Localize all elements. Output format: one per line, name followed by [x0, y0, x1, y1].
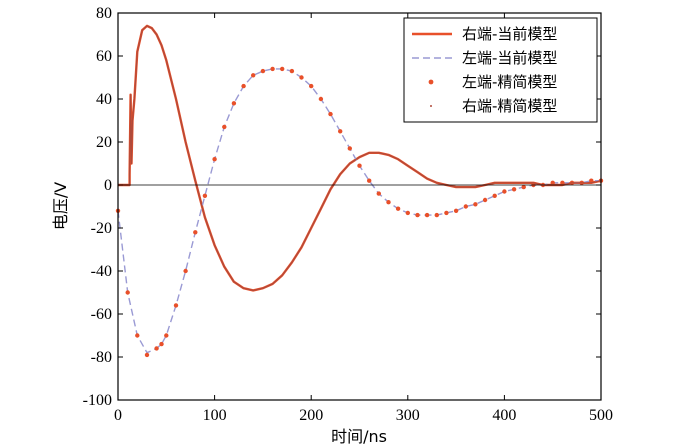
legend-entry: 左端-精简模型	[428, 73, 557, 91]
series-3-point	[154, 346, 159, 351]
series-3-point	[502, 189, 507, 194]
series-3-point	[193, 230, 198, 235]
series-3-point	[473, 202, 478, 207]
legend-label: 右端-当前模型	[462, 25, 557, 43]
series-3-point	[560, 180, 565, 185]
y-tick-label: -40	[91, 263, 112, 280]
series-3-point	[164, 333, 169, 338]
series-3-point	[482, 197, 488, 203]
series-3-point	[395, 206, 401, 211]
series-3-point	[183, 268, 188, 274]
series-3-point	[338, 129, 343, 134]
series-3-point	[347, 146, 352, 151]
series-3-point	[492, 193, 497, 198]
series-2-line	[117, 68, 601, 354]
series-3-point	[202, 193, 208, 198]
legend-label: 左端-当前模型	[462, 49, 557, 67]
legend-entry: 左端-当前模型	[412, 49, 557, 67]
series-3-point	[144, 352, 150, 358]
series-3-point	[424, 212, 430, 218]
legend-label: 左端-精简模型	[462, 73, 557, 91]
series-3-point	[521, 184, 526, 190]
series-3-point	[367, 178, 372, 183]
series-3-point	[299, 75, 304, 80]
y-tick-label: 80	[96, 5, 112, 22]
legend-marker	[430, 105, 432, 107]
series-3-point	[405, 210, 410, 216]
series-3-point	[159, 341, 164, 347]
series-3-point	[222, 124, 227, 130]
x-tick-label: 400	[492, 407, 516, 424]
series-layer	[115, 24, 604, 358]
y-axis-label: 电压/V	[51, 182, 70, 230]
x-tick-label: 100	[203, 407, 227, 424]
plot-frame	[117, 12, 602, 401]
series-4-line	[118, 25, 602, 291]
legend-marker	[428, 79, 434, 85]
y-tick-label: 60	[96, 48, 112, 65]
series-3-point	[241, 83, 246, 89]
legend-entry: 右端-精简模型	[430, 97, 557, 115]
y-tick-label: 40	[96, 91, 112, 108]
series-3-point	[270, 66, 275, 72]
x-tick-label: 200	[299, 407, 323, 424]
series-3-point	[173, 303, 179, 308]
series-3-point	[434, 212, 439, 218]
y-tick-label: -20	[91, 220, 112, 237]
series-3-point	[212, 157, 217, 162]
y-tick-label: -60	[91, 306, 112, 323]
series-3-point	[453, 208, 459, 213]
series-3-point	[328, 111, 333, 117]
series-3-point	[376, 191, 381, 196]
series-3-point	[260, 68, 266, 74]
series-3-point	[231, 101, 237, 106]
y-tick-label: -80	[91, 349, 112, 366]
series-3-point	[386, 200, 391, 205]
series-3-point	[357, 163, 362, 168]
series-3-point	[280, 66, 285, 72]
legend-entry: 右端-当前模型	[412, 25, 557, 43]
series-3-point	[589, 178, 594, 183]
legend-box	[403, 17, 598, 123]
series-3-point	[251, 73, 256, 78]
series-3-point	[444, 210, 449, 216]
legend-label: 右端-精简模型	[462, 97, 557, 115]
series-3-point	[463, 204, 468, 209]
series-3-point	[125, 290, 130, 295]
y-tick-label: 20	[96, 134, 112, 151]
x-tick-label: 300	[396, 407, 420, 424]
series-3-point	[415, 212, 420, 218]
y-tick-label: -100	[83, 392, 112, 409]
series-3-point	[550, 180, 555, 185]
x-tick-label: 500	[589, 407, 613, 424]
series-3-point	[318, 96, 324, 102]
x-axis-label: 时间/ns	[331, 427, 387, 446]
series-3-point	[135, 333, 140, 338]
axis-layer: 0 100 200 300 400 500 -100 -80 -60 -40 -20 0 20 40 60 8…	[83, 5, 613, 424]
series-3-point	[309, 83, 314, 89]
series-3-point	[289, 68, 295, 74]
x-tick-label: 0	[114, 407, 122, 424]
series-3-point	[511, 187, 517, 192]
y-tick-label: 0	[104, 177, 112, 194]
